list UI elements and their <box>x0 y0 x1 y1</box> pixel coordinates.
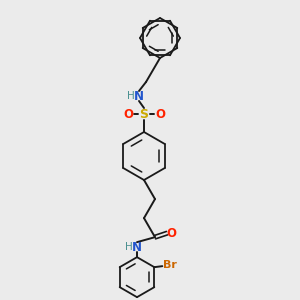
Text: O: O <box>155 107 165 121</box>
Text: N: N <box>134 89 144 103</box>
Text: N: N <box>132 241 142 254</box>
Text: S: S <box>140 107 148 121</box>
Text: O: O <box>166 227 176 240</box>
Text: Br: Br <box>164 260 177 270</box>
Text: H: H <box>125 242 133 252</box>
Text: O: O <box>123 107 133 121</box>
Text: H: H <box>127 91 135 101</box>
